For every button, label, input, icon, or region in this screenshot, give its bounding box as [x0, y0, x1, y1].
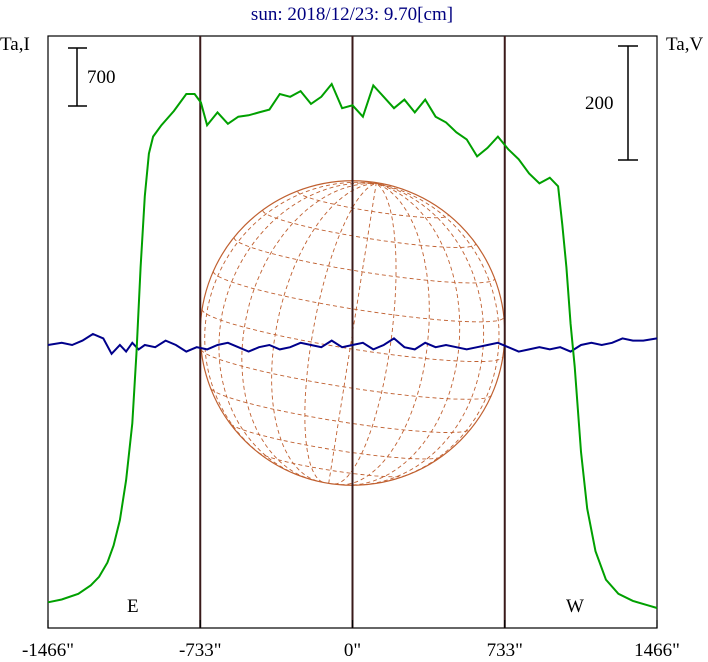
left-scale-bar: 700 — [68, 47, 116, 107]
longitude-line — [304, 182, 377, 483]
right-scale-label: 200 — [585, 93, 614, 114]
longitude-line — [204, 181, 377, 463]
east-limb-label: E — [127, 596, 139, 617]
series-layer — [47, 82, 658, 609]
series-line-i — [47, 82, 658, 609]
x-tick-label: 1466" — [634, 640, 680, 661]
x-tick-label: -1466" — [22, 640, 74, 661]
series-line-v — [47, 332, 658, 356]
longitude-line — [376, 182, 500, 482]
longitude-line — [334, 183, 397, 485]
x-tick-label: -733" — [179, 640, 222, 661]
longitude-line — [241, 182, 377, 481]
latitude-line — [200, 349, 492, 400]
longitude-line — [345, 182, 461, 486]
chart-title: sun: 2018/12/23: 9.70[cm] — [251, 4, 453, 25]
longitude-line — [356, 182, 485, 486]
x-tick-label: 733" — [487, 640, 523, 661]
right-scale-bar: 200 — [585, 45, 638, 161]
west-limb-label: W — [566, 596, 584, 617]
limb-markers — [199, 36, 506, 628]
longitude-line — [340, 182, 430, 486]
longitude-line — [271, 182, 377, 482]
latitude-line — [233, 237, 496, 284]
left-axis-label: Ta,I — [0, 34, 30, 55]
left-scale-label: 700 — [87, 67, 116, 88]
solar-disk-grid — [199, 180, 506, 486]
longitude-line — [218, 182, 377, 478]
x-tick-label: 0" — [344, 640, 361, 661]
latitude-line — [210, 388, 471, 433]
longitude-line — [328, 183, 377, 484]
x-axis-ticks: -1466" -733" 0" 733" 1466" — [22, 620, 680, 661]
latitude-line — [257, 452, 406, 478]
right-axis-label: Ta,V — [666, 34, 703, 55]
latitude-line — [230, 423, 441, 460]
